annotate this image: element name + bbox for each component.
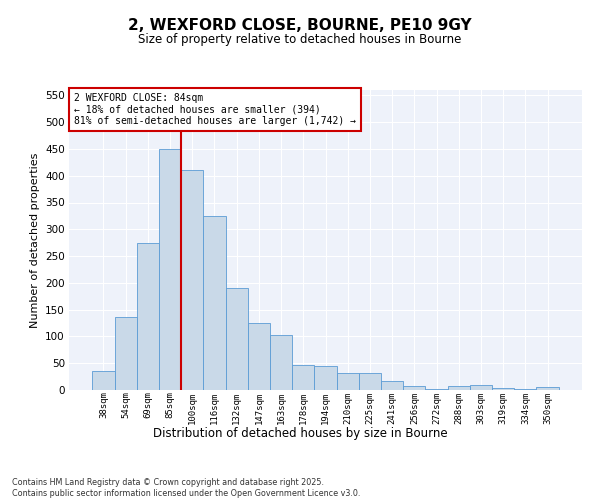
Bar [181, 170, 203, 390]
Text: Contains HM Land Registry data © Crown copyright and database right 2025.
Contai: Contains HM Land Registry data © Crown c… [12, 478, 361, 498]
Bar [92, 371, 115, 390]
Bar [226, 288, 248, 390]
Bar [492, 388, 514, 390]
Bar [292, 366, 314, 390]
Bar [137, 242, 159, 390]
Text: Distribution of detached houses by size in Bourne: Distribution of detached houses by size … [152, 428, 448, 440]
Bar [359, 373, 381, 390]
Bar [314, 366, 337, 390]
Bar [448, 386, 470, 390]
Bar [270, 335, 292, 390]
Bar [381, 382, 403, 390]
Bar [403, 386, 425, 390]
Bar [470, 384, 492, 390]
Bar [248, 323, 270, 390]
Bar [337, 373, 359, 390]
Bar [159, 149, 181, 390]
Bar [514, 389, 536, 390]
Text: Size of property relative to detached houses in Bourne: Size of property relative to detached ho… [139, 32, 461, 46]
Bar [536, 388, 559, 390]
Bar [425, 389, 448, 390]
Bar [203, 216, 226, 390]
Text: 2, WEXFORD CLOSE, BOURNE, PE10 9GY: 2, WEXFORD CLOSE, BOURNE, PE10 9GY [128, 18, 472, 32]
Y-axis label: Number of detached properties: Number of detached properties [29, 152, 40, 328]
Bar [115, 316, 137, 390]
Text: 2 WEXFORD CLOSE: 84sqm
← 18% of detached houses are smaller (394)
81% of semi-de: 2 WEXFORD CLOSE: 84sqm ← 18% of detached… [74, 93, 356, 126]
